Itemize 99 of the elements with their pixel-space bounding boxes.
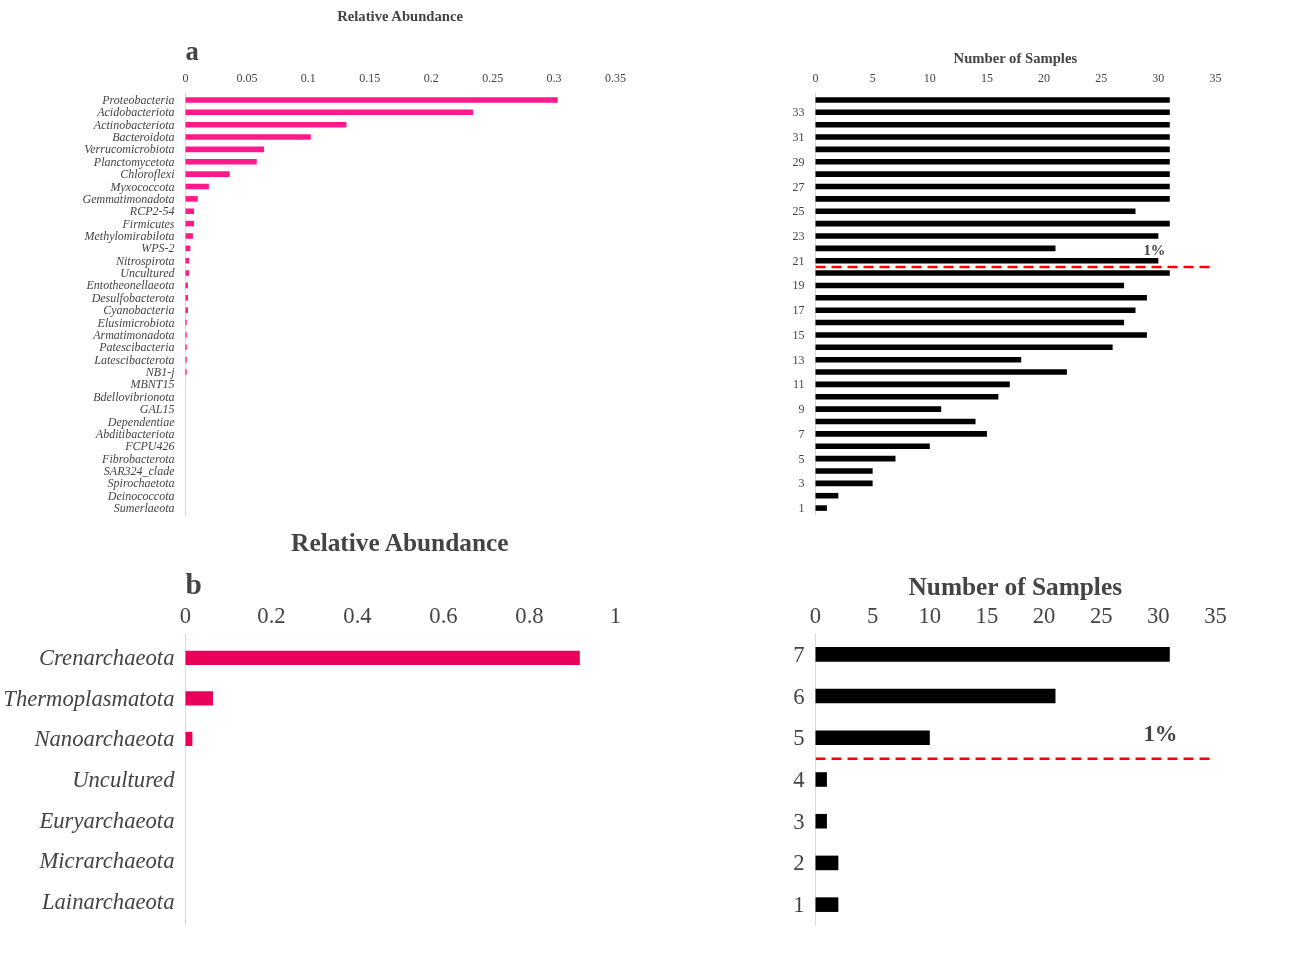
y-tick-label: Acidobacteriota [96,105,175,120]
y-tick-label: 31 [792,130,805,145]
x-tick-label: 0 [809,602,822,628]
y-tick-label: Methylomirabilota [83,228,175,243]
y-tick-label: 5 [793,725,805,751]
y-tick-label: Desulfobacterota [90,290,175,305]
x-tick-label: 20 [1032,602,1056,628]
y-tick-label: 13 [792,352,805,367]
y-tick-label: 27 [792,179,805,194]
x-tick-label: 15 [980,70,993,85]
x-tick-label: 0.25 [482,70,504,85]
x-tick-label: 30 [1152,70,1165,85]
y-tick-label: RCP2-54 [128,204,175,219]
y-tick-label: Proteobacteria [101,92,175,107]
y-tick-label: Uncultured [120,266,176,281]
y-tick-label: SAR324_clade [103,463,176,478]
y-tick-label: WPS-2 [141,241,175,256]
y-tick-label: Nitrospirota [115,253,175,268]
x-tick-label: 0.3 [546,70,562,85]
x-tick-label: 0.4 [343,602,372,628]
y-tick-label: Bdellovibrionota [93,389,175,404]
x-tick-label: 15 [975,602,999,628]
y-tick-label: 7 [798,426,805,441]
y-tick-label: 23 [792,228,805,243]
chart-title: Number of Samples [953,49,1078,66]
x-tick-label: 1 [609,602,622,628]
y-tick-label: Sumerlaeota [113,501,175,516]
y-tick-label: 1 [793,892,805,918]
y-tick-label: Thermoplasmatota [3,685,175,711]
y-tick-label: Bacteroidota [112,130,175,145]
y-tick-label: 21 [792,253,805,268]
x-tick-label: 0.05 [236,70,258,85]
y-tick-label: 5 [798,451,805,466]
x-tick-label: 30 [1147,602,1170,628]
y-tick-label: 9 [798,402,805,417]
x-tick-label: 5 [866,602,879,628]
x-tick-label: 0.2 [257,602,286,628]
chart-title: Number of Samples [908,571,1123,600]
y-tick-label: Patescibacteria [98,340,175,355]
text: b [185,567,202,600]
y-tick-label: Crenarchaeota [39,645,175,671]
y-tick-label: 11 [792,377,805,392]
x-tick-label: 0.2 [423,70,439,85]
y-tick-label: 17 [792,303,805,318]
y-tick-label: 33 [792,105,805,120]
y-tick-label: Fibrobacterota [101,451,175,466]
x-tick-label: 5 [869,70,876,85]
x-tick-label: 0.35 [605,70,626,85]
annotation: 1% [1143,721,1178,747]
y-tick-label: Uncultured [72,767,176,792]
y-tick-label: 29 [792,154,805,169]
x-tick-label: 0.6 [429,602,458,628]
y-tick-label: Planctomycetota [92,154,175,169]
x-tick-label: 0.8 [515,602,544,628]
y-tick-label: Actinobacteriota [92,117,175,132]
y-tick-label: Firmicutes [121,216,175,231]
text: a [185,35,199,66]
y-tick-label: Abditibacteriota [94,426,175,441]
y-tick-label: 4 [793,767,805,792]
x-tick-label: 10 [918,602,942,628]
chart-title: Relative Abundance [291,527,509,556]
y-tick-label: Nanoarchaeota [33,726,175,752]
y-tick-label: NB1-j [144,365,176,380]
y-tick-label: Armatimonadota [92,327,175,342]
y-tick-label: Lainarchaeota [40,888,175,914]
y-tick-label: Chloroflexi [120,167,175,182]
y-tick-label: 3 [798,476,805,491]
x-tick-label: 0.1 [300,70,316,85]
y-tick-label: 6 [793,683,805,709]
x-tick-label: 0.15 [359,70,381,85]
y-tick-label: Spirochaetota [107,476,175,491]
x-tick-label: 0 [182,70,189,85]
y-tick-label: 3 [793,808,805,834]
annotation: 1% [1143,242,1166,259]
y-tick-label: GAL15 [139,402,175,417]
x-tick-label: 10 [923,70,936,85]
y-tick-label: 7 [793,641,805,667]
y-tick-label: Myxococcota [109,179,175,194]
y-tick-label: 19 [792,278,805,293]
y-tick-label: Latescibacterota [93,352,175,367]
x-tick-label: 35 [1204,602,1227,628]
y-tick-label: Verrucomicrobiota [84,142,175,157]
y-tick-label: Euryarchaeota [38,807,175,833]
x-tick-label: 25 [1089,602,1113,628]
y-tick-label: Entotheonellaeota [85,278,175,293]
y-tick-label: 25 [792,204,805,219]
x-tick-label: 0 [812,70,819,85]
y-tick-label: Micrarchaeota [38,848,175,874]
chart-title: Relative Abundance [337,7,464,24]
x-tick-label: 0 [179,602,192,628]
y-tick-label: Dependentiae [106,414,176,429]
y-tick-label: Cyanobacteria [103,303,175,318]
y-tick-label: 15 [792,327,805,342]
y-tick-label: 2 [793,850,805,876]
x-tick-label: 20 [1038,70,1051,85]
y-tick-label: FCPU426 [124,439,175,454]
x-tick-label: 35 [1209,70,1222,85]
y-tick-label: 1 [798,501,805,516]
x-tick-label: 25 [1095,70,1108,85]
